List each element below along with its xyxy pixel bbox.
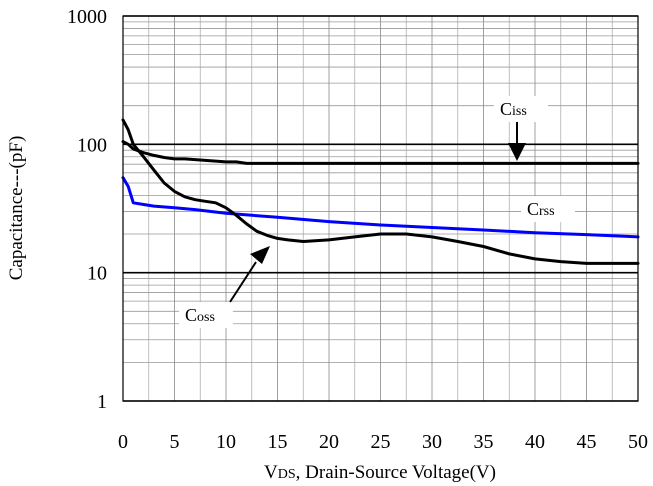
coss-label: Coss [185, 305, 215, 325]
x-tick-label: 20 [319, 431, 339, 453]
x-tick-label: 40 [525, 431, 545, 453]
plot-area-frame [122, 15, 639, 402]
x-tick-label: 15 [268, 431, 288, 453]
x-tick-label: 50 [628, 431, 648, 453]
ciss-label: Ciss [500, 99, 527, 119]
crss-label-bg [521, 196, 575, 222]
series-line-ciss [121, 140, 640, 165]
x-tick-label: 5 [170, 431, 180, 453]
ciss-label-bg [494, 96, 548, 122]
x-tick-label: 0 [118, 431, 128, 453]
x-tick-label: 30 [422, 431, 442, 453]
coss-arrow [229, 246, 270, 303]
x-tick-label: 10 [216, 431, 236, 453]
x-tick-labels: 0 5 10 15 20 25 30 35 40 45 50 [118, 431, 648, 453]
y-axis-title: Capacitance---(pF) [6, 136, 27, 281]
y-tick-labels: 1 10 100 1000 [67, 6, 107, 413]
x-tick-label: 45 [577, 431, 597, 453]
x-axis-title: VDS, Drain-Source Voltage(V) [264, 462, 496, 483]
y-tick-label: 100 [77, 134, 107, 156]
x-tick-label: 35 [474, 431, 494, 453]
x-tick-label: 25 [371, 431, 391, 453]
y-tick-label: 1 [97, 391, 107, 413]
series-layer [121, 118, 640, 265]
coss-label-bg [179, 302, 233, 328]
ciss-arrow [508, 122, 526, 161]
y-tick-label: 1000 [67, 6, 107, 28]
series-line-crss [121, 176, 640, 239]
series-line-coss [121, 118, 640, 265]
y-tick-label: 10 [87, 263, 107, 285]
crss-label: Crss [527, 199, 555, 219]
